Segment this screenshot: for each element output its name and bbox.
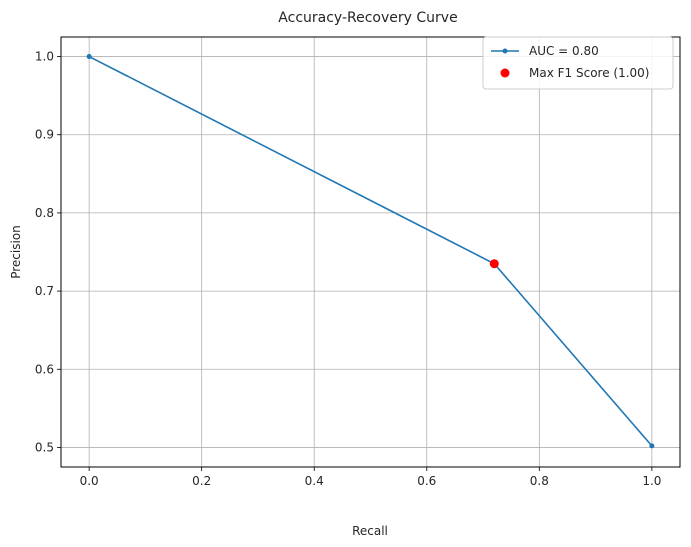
x-tick-label: 0.2 <box>192 474 211 488</box>
plot-frame <box>60 36 681 468</box>
x-axis-label: Recall <box>352 524 388 538</box>
x-tick-label: 0.8 <box>530 474 549 488</box>
series-point <box>86 54 92 60</box>
y-axis-label: Precision <box>9 225 23 279</box>
legend-point-swatch <box>502 48 508 54</box>
y-tick-label: 0.5 <box>35 440 54 454</box>
x-tick-label: 1.0 <box>642 474 661 488</box>
legend-series-label: AUC = 0.80 <box>529 44 599 58</box>
series-layer <box>86 54 655 449</box>
max-f1-point <box>489 259 499 269</box>
legend-box <box>482 36 674 90</box>
legend: AUC = 0.80 Max F1 Score (1.00) <box>482 36 674 90</box>
y-tick-label: 0.6 <box>35 362 54 376</box>
axis-ticks: 0.0 0.2 0.4 0.6 0.8 1.0 0.5 0.6 0.7 0.8 0.9 1.0 <box>35 50 662 488</box>
y-tick-label: 0.9 <box>35 128 54 142</box>
grid-lines <box>61 37 680 467</box>
x-tick-label: 0.6 <box>417 474 436 488</box>
y-tick-label: 0.7 <box>35 284 54 298</box>
x-tick-label: 0.0 <box>80 474 99 488</box>
chart-title: Accuracy-Recovery Curve <box>278 10 457 26</box>
legend-highlight-swatch <box>500 68 510 78</box>
legend-highlight-label: Max F1 Score (1.00) <box>529 66 649 80</box>
y-tick-label: 0.8 <box>35 206 54 220</box>
x-tick-label: 0.4 <box>305 474 324 488</box>
series-point <box>649 443 655 449</box>
y-tick-label: 1.0 <box>35 50 54 64</box>
